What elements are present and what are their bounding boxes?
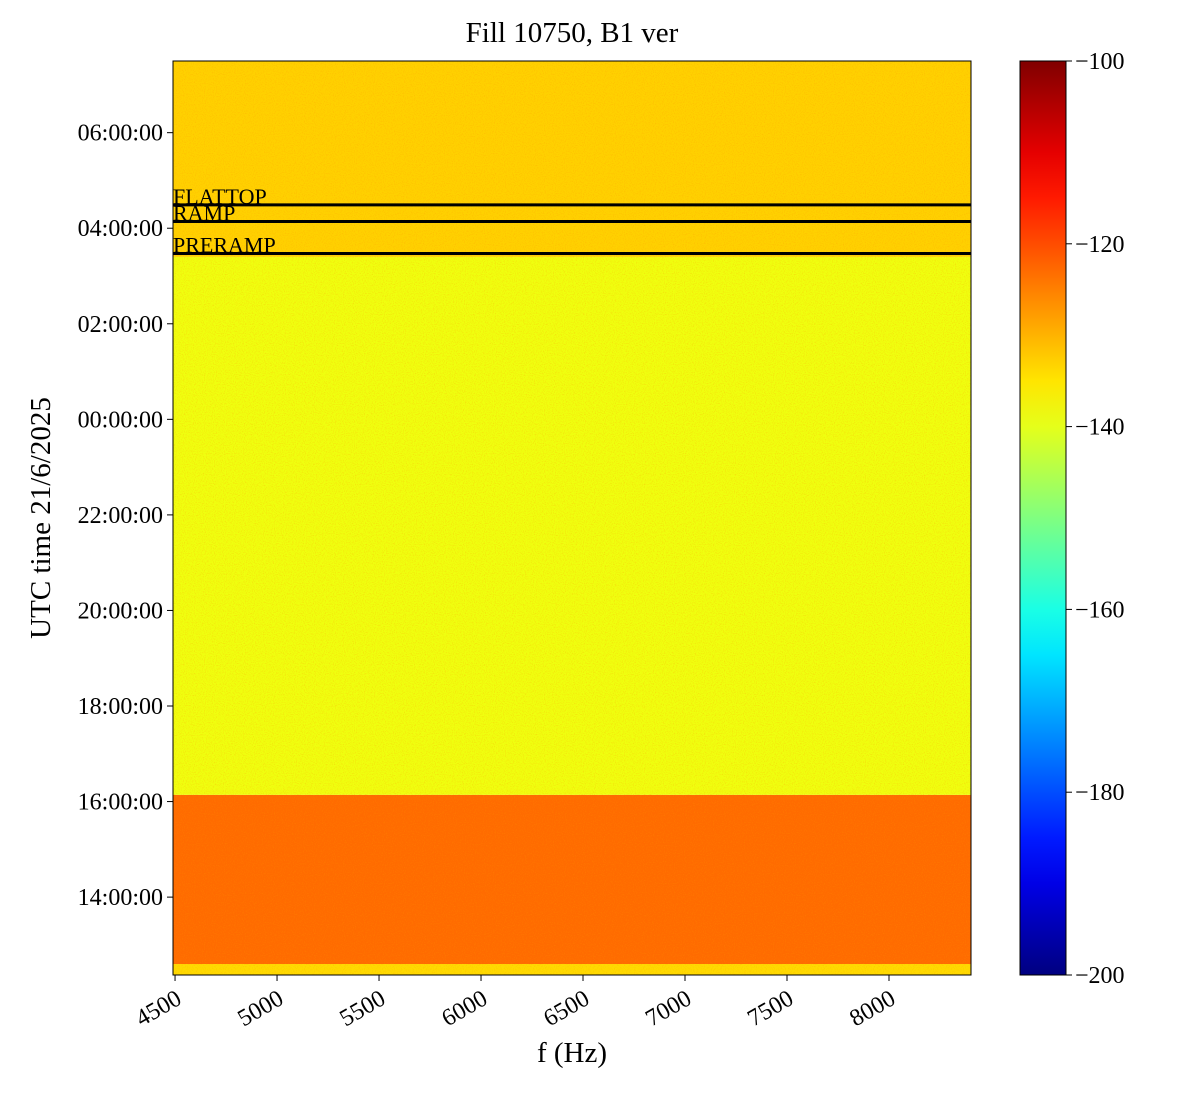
colorbar — [1019, 60, 1067, 976]
x-tick-label: 8000 — [845, 986, 900, 1033]
texture — [173, 61, 971, 975]
y-tick-label: 06:00:00 — [78, 121, 163, 147]
x-tick-label: 6500 — [539, 986, 594, 1033]
colorbar-tick-label: −140 — [1075, 415, 1125, 441]
colorbar-tick-label: −100 — [1075, 49, 1125, 75]
y-tick-label: 18:00:00 — [78, 694, 163, 720]
colorbar-tick-label: −160 — [1075, 597, 1125, 623]
phase-label: PRERAMP — [173, 233, 276, 258]
y-tick-label: 14:00:00 — [78, 885, 163, 911]
y-tick-label: 20:00:00 — [78, 598, 163, 624]
y-tick-label: 00:00:00 — [78, 407, 163, 433]
chart-title: Fill 10750, B1 ver — [466, 17, 679, 49]
y-tick-label: 04:00:00 — [78, 216, 163, 242]
colorbar-tick-label: −180 — [1075, 780, 1125, 806]
x-tick-label: 5500 — [335, 986, 390, 1033]
x-tick-label: 7000 — [641, 986, 696, 1033]
x-tick-label: 4500 — [131, 986, 186, 1033]
x-tick-label: 7500 — [743, 986, 798, 1033]
phase-label: RAMP — [173, 201, 235, 226]
x-tick-label: 5000 — [233, 986, 288, 1033]
x-tick-label: 6000 — [437, 986, 492, 1033]
colorbar-tick-label: −200 — [1075, 963, 1125, 989]
y-tick-label: 16:00:00 — [78, 790, 163, 816]
y-tick-label: 02:00:00 — [78, 312, 163, 338]
y-axis-label: UTC time 21/6/2025 — [25, 397, 57, 639]
phase-label: FLATTOP — [173, 184, 267, 209]
plot-frame — [172, 60, 972, 976]
colorbar-tick-label: −120 — [1075, 232, 1125, 258]
y-tick-label: 22:00:00 — [78, 503, 163, 529]
x-axis-label: f (Hz) — [537, 1037, 607, 1069]
